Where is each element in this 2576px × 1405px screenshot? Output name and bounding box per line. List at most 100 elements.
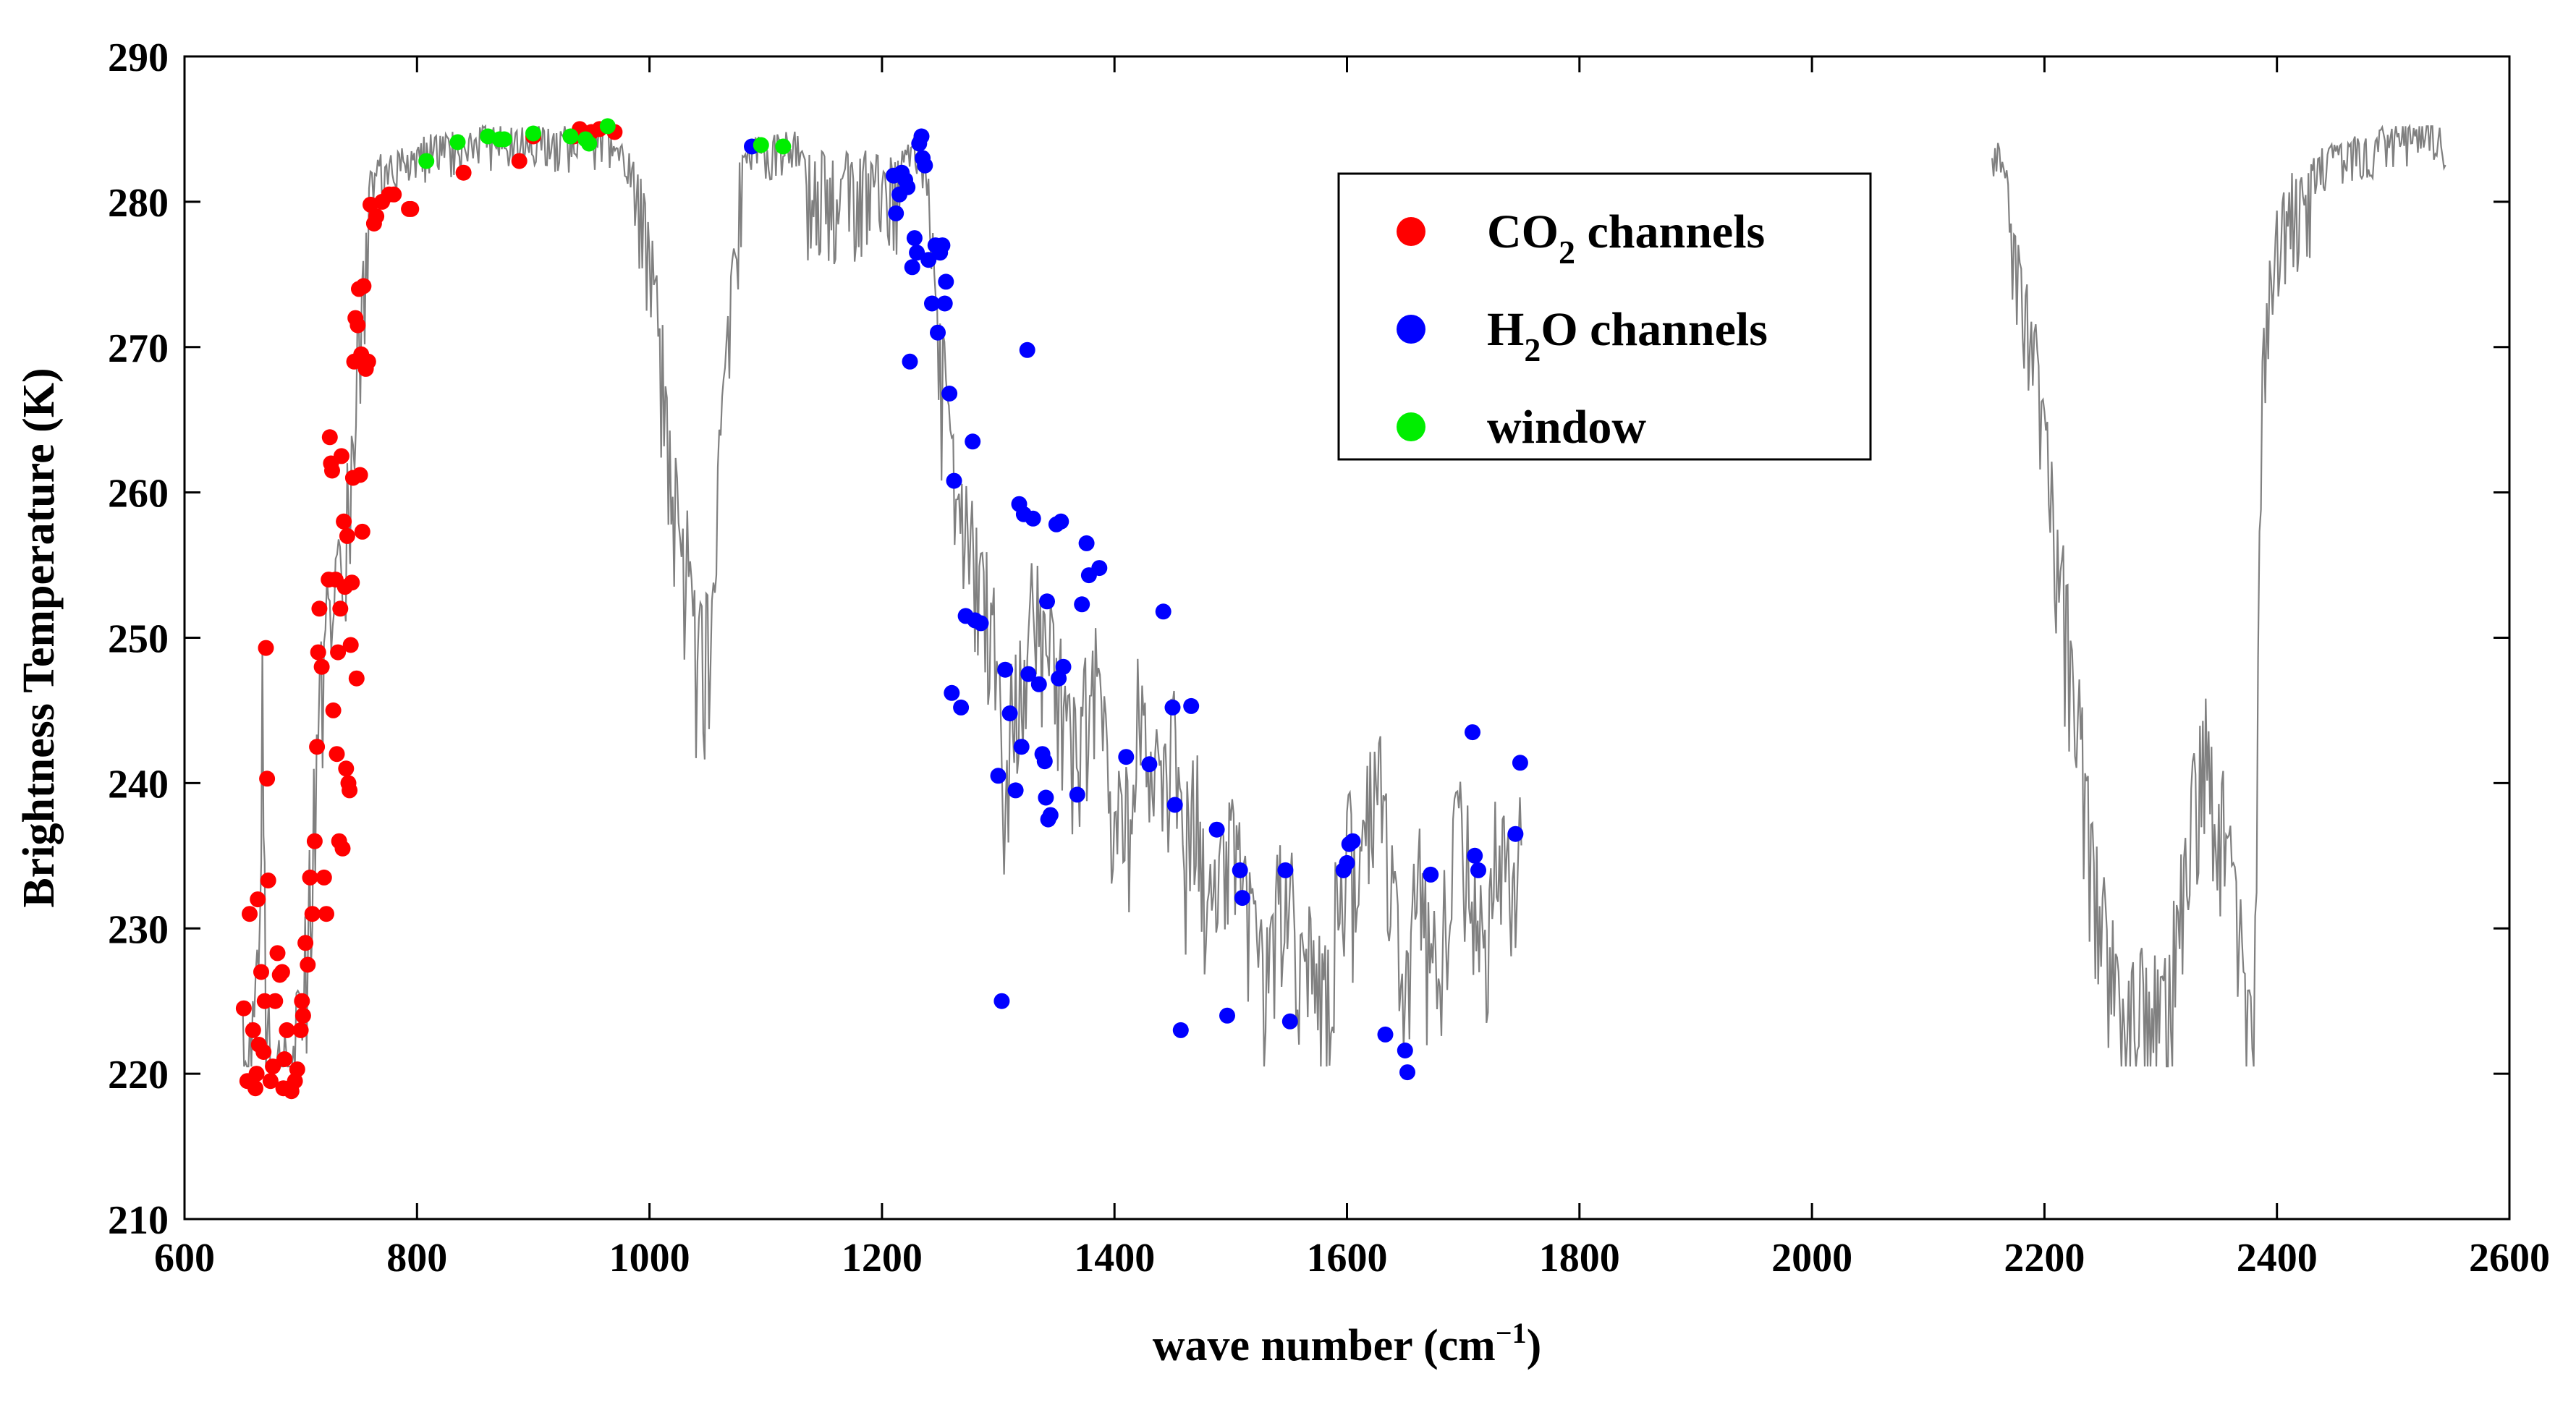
x-axis-title-superscript: −1 [1496, 1317, 1527, 1349]
y-tick-label: 250 [108, 617, 169, 662]
x-tick-label: 2400 [2237, 1236, 2318, 1281]
co2-channel-point [292, 1022, 309, 1038]
series-co2 [235, 121, 623, 1100]
h2o-channel-point [1512, 755, 1528, 771]
co2-channel-point [245, 1022, 261, 1038]
h2o-channel-point [946, 472, 962, 489]
h2o-channel-point [934, 237, 951, 254]
co2-channel-point [248, 1066, 265, 1082]
legend-label-h2o: H2O channels [1487, 303, 1768, 368]
y-axis-title: Brightness Temperature (K) [14, 368, 64, 907]
h2o-channel-point [913, 128, 930, 145]
h2o-channel-point [1038, 789, 1054, 806]
h2o-channel-point [1339, 854, 1355, 871]
co2-channel-point [235, 1000, 252, 1016]
co2-channel-point [279, 1022, 295, 1038]
co2-channel-point [330, 644, 347, 661]
legend-marker-co2 [1397, 217, 1425, 246]
co2-channel-point [332, 600, 349, 617]
h2o-channel-point [973, 615, 989, 632]
h2o-channel-point [902, 353, 918, 370]
x-tick-label: 2000 [1771, 1236, 1852, 1281]
legend-label-co2-rest: channels [1575, 205, 1765, 258]
h2o-channel-point [1030, 676, 1047, 692]
co2-channel-point [250, 891, 266, 908]
x-tick-label: 1000 [609, 1236, 690, 1281]
x-tick-label: 1800 [1539, 1236, 1620, 1281]
h2o-channel-point [1001, 705, 1018, 721]
co2-channel-point [269, 945, 286, 962]
co2-channel-point [386, 186, 402, 203]
x-tick-label: 1200 [842, 1236, 923, 1281]
h2o-channel-point [993, 993, 1010, 1009]
co2-channel-point [311, 600, 328, 617]
legend: CO2 channels H2O channels window [1337, 172, 1872, 461]
co2-channel-point [342, 637, 359, 653]
h2o-channel-point [1007, 782, 1024, 799]
channel-points-layer [235, 118, 1528, 1100]
co2-channel-point [276, 1051, 293, 1067]
window-channel-point [496, 131, 512, 148]
h2o-channel-point [1399, 1064, 1415, 1081]
x-tick-label: 1600 [1307, 1236, 1388, 1281]
co2-channel-point [315, 869, 332, 886]
h2o-channel-point [965, 433, 981, 450]
x-tick-label: 600 [154, 1236, 215, 1281]
co2-channel-point [339, 527, 355, 544]
co2-channel-point [258, 640, 274, 656]
spectrum-line-2 [1991, 123, 2446, 1068]
h2o-channel-point [1470, 862, 1486, 878]
spectrum-layer [242, 123, 2446, 1068]
co2-channel-point [321, 429, 338, 446]
h2o-channel-point [1091, 560, 1108, 577]
y-tick-label: 230 [108, 907, 169, 952]
h2o-channel-point [899, 179, 916, 195]
y-tick-label: 220 [108, 1053, 169, 1098]
h2o-channel-point [936, 295, 953, 312]
x-tick-label: 800 [386, 1236, 447, 1281]
co2-channel-point [352, 467, 368, 483]
co2-channel-point [354, 523, 370, 540]
legend-label-window-main: window [1487, 401, 1646, 454]
series-h2o [744, 128, 1528, 1081]
co2-channel-point [338, 760, 355, 777]
h2o-channel-point [1281, 1013, 1298, 1030]
legend-label-h2o-main: H [1487, 303, 1524, 356]
legend-label-window: window [1487, 401, 1646, 454]
co2-channel-point [360, 353, 376, 370]
legend-marker-window [1397, 412, 1425, 441]
x-tick-label: 2200 [2004, 1236, 2085, 1281]
h2o-channel-point [906, 230, 923, 247]
x-axis-title-main: wave number (cm [1153, 1321, 1496, 1370]
window-channel-point [753, 137, 769, 153]
co2-channel-point [310, 644, 326, 661]
h2o-channel-point [1219, 1007, 1235, 1024]
co2-channel-point [274, 964, 290, 980]
co2-channel-point [355, 278, 372, 294]
co2-channel-point [313, 658, 330, 675]
window-channel-point [449, 134, 466, 150]
co2-channel-point [309, 739, 326, 755]
x-axis-title: wave number (cm−1) [1153, 1317, 1542, 1370]
y-tick-label: 280 [108, 181, 169, 226]
h2o-channel-point [1036, 753, 1053, 770]
h2o-channel-point [904, 259, 920, 276]
h2o-channel-point [1025, 510, 1041, 527]
y-tick-label: 240 [108, 762, 169, 807]
co2-channel-point [294, 993, 310, 1009]
h2o-channel-point [990, 768, 1007, 784]
co2-channel-point [333, 448, 349, 464]
h2o-channel-point [917, 157, 933, 174]
h2o-channel-point [930, 324, 946, 341]
co2-channel-point [334, 840, 351, 857]
window-channel-point [581, 135, 598, 152]
x-axis-title-close: ) [1527, 1321, 1542, 1370]
legend-label-co2: CO2 channels [1487, 205, 1765, 271]
co2-channel-point [336, 513, 352, 530]
h2o-channel-point [1465, 724, 1480, 741]
y-tick-label: 290 [108, 35, 169, 80]
h2o-channel-point [1074, 596, 1090, 613]
h2o-channel-point [1234, 890, 1250, 907]
h2o-channel-point [944, 684, 960, 701]
